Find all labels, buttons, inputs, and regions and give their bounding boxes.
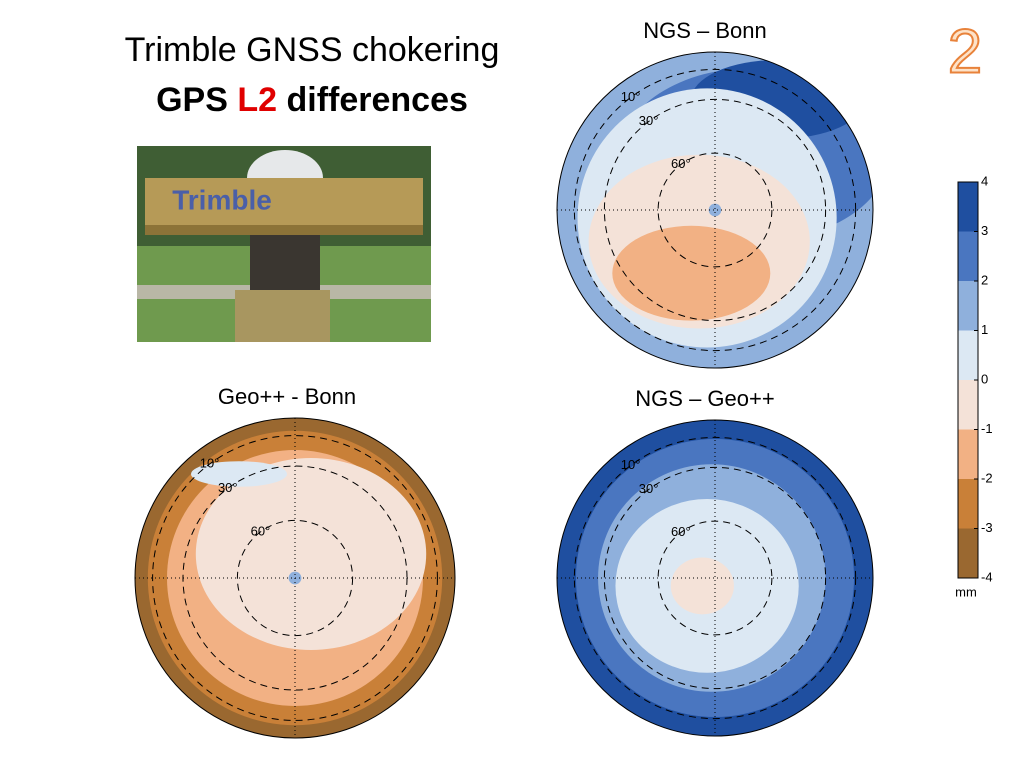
colorbar-unit: mm bbox=[955, 584, 977, 599]
photo-ring-edge bbox=[145, 225, 423, 235]
map-region bbox=[612, 225, 771, 321]
ring-label: 60° bbox=[671, 156, 691, 171]
colorbar-band bbox=[958, 231, 978, 281]
ring-label: 30° bbox=[639, 481, 659, 496]
ring bbox=[657, 152, 773, 268]
photo-label: Trimble bbox=[172, 184, 272, 215]
colorbar: 4 3 2 1 0 -1 -2 -3 -4 mm bbox=[955, 173, 992, 599]
map-region bbox=[195, 458, 427, 650]
title-suffix: differences bbox=[287, 81, 468, 119]
colorbar-tick-label: 2 bbox=[981, 272, 988, 287]
ring bbox=[573, 436, 857, 720]
photo-ring bbox=[145, 178, 423, 232]
title-line2: GPS L2 differences bbox=[156, 81, 468, 119]
plot-title: Geo++ - Bonn bbox=[218, 384, 356, 409]
colorbar-tick-label: -1 bbox=[981, 421, 993, 436]
polar-map bbox=[557, 420, 873, 736]
polar-plot: 10° 30° 60° Geo++ - Bonn bbox=[134, 384, 456, 739]
polar-plot: 10° 30° 60° NGS – Geo++ bbox=[556, 386, 874, 737]
plots: 10° 30° 60° NGS – Bonn 10° 30° 60° Geo++ - Bonn… bbox=[134, 18, 874, 739]
ring-label: 60° bbox=[671, 524, 691, 539]
ring bbox=[603, 98, 827, 322]
ring bbox=[152, 435, 438, 721]
photo-mount bbox=[250, 235, 320, 295]
colorbar-tick-label: -3 bbox=[981, 520, 993, 535]
ring bbox=[182, 465, 408, 691]
colorbar-band bbox=[958, 182, 978, 232]
colorbar-tick-label: 1 bbox=[981, 322, 988, 337]
ring-label: 30° bbox=[218, 480, 238, 495]
ring bbox=[657, 520, 773, 636]
ring-label: 10° bbox=[621, 89, 641, 104]
map-region bbox=[670, 557, 734, 615]
ring-label: 10° bbox=[200, 456, 220, 471]
colorbar-band bbox=[958, 528, 978, 578]
title-line1: Trimble GNSS chokering bbox=[125, 31, 500, 69]
colorbar-tick-label: -2 bbox=[981, 470, 993, 485]
ring-label: 60° bbox=[251, 523, 271, 538]
title-prefix: GPS bbox=[156, 81, 228, 119]
ring-label: 30° bbox=[639, 113, 659, 128]
ring-label: 10° bbox=[621, 457, 641, 472]
colorbar-band bbox=[958, 281, 978, 331]
ring bbox=[236, 519, 354, 637]
antenna-photo: Trimble bbox=[137, 146, 431, 342]
colorbar-band bbox=[958, 479, 978, 529]
title-highlight: L2 bbox=[237, 81, 277, 119]
colorbar-tick-label: 4 bbox=[981, 173, 988, 188]
colorbar-tick-label: -4 bbox=[981, 569, 993, 584]
ring bbox=[573, 68, 857, 352]
polar-plot: 10° 30° 60° NGS – Bonn bbox=[556, 18, 874, 369]
ring bbox=[603, 466, 827, 690]
map-region bbox=[191, 461, 287, 487]
map-region bbox=[708, 203, 722, 217]
colorbar-tick-label: 3 bbox=[981, 223, 988, 238]
slide-number: 2 bbox=[948, 17, 982, 86]
photo-base bbox=[235, 290, 330, 342]
colorbar-tick-label: 0 bbox=[981, 371, 988, 386]
colorbar-band bbox=[958, 380, 978, 430]
plot-title: NGS – Bonn bbox=[643, 18, 767, 43]
plot-title: NGS – Geo++ bbox=[635, 386, 774, 411]
colorbar-band bbox=[958, 330, 978, 380]
polar-map bbox=[557, 52, 873, 368]
colorbar-band bbox=[958, 429, 978, 479]
